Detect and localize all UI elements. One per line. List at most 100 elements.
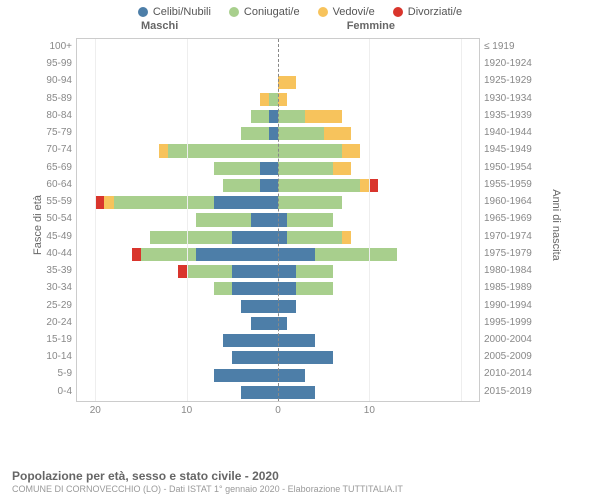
- legend-item: Vedovi/e: [318, 6, 375, 18]
- bar-segment: [269, 127, 278, 140]
- legend-item: Celibi/Nubili: [138, 6, 211, 18]
- bar-male: [77, 213, 278, 226]
- birth-year-label: 1945-1949: [479, 144, 532, 155]
- bar-segment: [287, 231, 342, 244]
- bar-female: [278, 351, 479, 364]
- bar-segment: [369, 179, 378, 192]
- bar-segment: [223, 334, 278, 347]
- bar-male: [77, 196, 278, 209]
- bar-segment: [241, 300, 278, 313]
- bar-segment: [241, 127, 268, 140]
- age-label: 20-24: [46, 317, 77, 328]
- birth-year-label: 2005-2009: [479, 351, 532, 362]
- age-label: 25-29: [46, 300, 77, 311]
- bar-female: [278, 248, 479, 261]
- bar-female: [278, 213, 479, 226]
- bar-male: [77, 386, 278, 399]
- bar-segment: [168, 144, 278, 157]
- birth-year-label: 1970-1974: [479, 231, 532, 242]
- grid-line: [187, 39, 188, 401]
- bar-male: [77, 369, 278, 382]
- bar-segment: [178, 265, 187, 278]
- age-label: 55-59: [46, 196, 77, 207]
- bar-segment: [278, 351, 333, 364]
- legend-item: Coniugati/e: [229, 6, 300, 18]
- population-pyramid: Maschi Femmine Fasce di età Anni di nasc…: [46, 20, 540, 430]
- bar-male: [77, 300, 278, 313]
- bar-male: [77, 110, 278, 123]
- bar-segment: [241, 386, 278, 399]
- bar-female: [278, 282, 479, 295]
- age-label: 5-9: [58, 368, 77, 379]
- grid-line: [369, 39, 370, 401]
- bar-segment: [278, 196, 342, 209]
- age-label: 75-79: [46, 127, 77, 138]
- age-label: 10-14: [46, 351, 77, 362]
- bar-segment: [214, 282, 232, 295]
- bar-segment: [278, 127, 324, 140]
- birth-year-label: 1995-1999: [479, 317, 532, 328]
- legend-label: Vedovi/e: [333, 6, 375, 18]
- x-axis: 2010010: [77, 405, 479, 419]
- bar-segment: [278, 213, 287, 226]
- legend-label: Divorziati/e: [408, 6, 462, 18]
- bar-segment: [132, 248, 141, 261]
- birth-year-label: 2015-2019: [479, 386, 532, 397]
- bar-segment: [287, 213, 333, 226]
- bar-segment: [278, 265, 296, 278]
- chart-subtitle: COMUNE DI CORNOVECCHIO (LO) - Dati ISTAT…: [12, 484, 403, 494]
- bar-segment: [114, 196, 215, 209]
- birth-year-label: 1935-1939: [479, 110, 532, 121]
- bar-female: [278, 144, 479, 157]
- bar-segment: [232, 231, 278, 244]
- bar-segment: [296, 265, 333, 278]
- age-label: 70-74: [46, 144, 77, 155]
- bar-segment: [214, 196, 278, 209]
- birth-year-label: 1980-1984: [479, 265, 532, 276]
- bar-segment: [278, 248, 315, 261]
- birth-year-label: 2000-2004: [479, 334, 532, 345]
- bar-female: [278, 179, 479, 192]
- bar-segment: [296, 282, 333, 295]
- bar-segment: [342, 231, 351, 244]
- bar-segment: [278, 179, 360, 192]
- legend: Celibi/Nubili Coniugati/e Vedovi/e Divorzia…: [0, 0, 600, 20]
- bar-female: [278, 317, 479, 330]
- column-label-female: Femmine: [347, 20, 395, 32]
- birth-year-label: 1925-1929: [479, 75, 532, 86]
- bar-segment: [305, 110, 342, 123]
- bar-female: [278, 93, 479, 106]
- birth-year-label: 1955-1959: [479, 179, 532, 190]
- age-label: 65-69: [46, 162, 77, 173]
- chart-footer: Popolazione per età, sesso e stato civil…: [12, 469, 403, 494]
- bar-segment: [324, 127, 351, 140]
- y-axis-label-age: Fasce di età: [32, 195, 44, 255]
- bar-segment: [150, 231, 232, 244]
- birth-year-label: 1985-1989: [479, 282, 532, 293]
- bar-segment: [95, 196, 104, 209]
- bar-segment: [278, 162, 333, 175]
- bar-segment: [278, 334, 315, 347]
- age-label: 85-89: [46, 93, 77, 104]
- birth-year-label: 1920-1924: [479, 58, 532, 69]
- x-tick: 10: [364, 405, 375, 416]
- bar-male: [77, 265, 278, 278]
- bar-female: [278, 265, 479, 278]
- bar-segment: [260, 162, 278, 175]
- bar-segment: [196, 248, 278, 261]
- birth-year-label: ≤ 1919: [479, 41, 515, 52]
- legend-swatch: [229, 7, 239, 17]
- bar-male: [77, 248, 278, 261]
- age-label: 15-19: [46, 334, 77, 345]
- bar-female: [278, 386, 479, 399]
- bar-male: [77, 351, 278, 364]
- birth-year-label: 2010-2014: [479, 368, 532, 379]
- bar-segment: [278, 76, 296, 89]
- age-label: 90-94: [46, 75, 77, 86]
- zero-line: [278, 39, 279, 401]
- bar-male: [77, 162, 278, 175]
- legend-item: Divorziati/e: [393, 6, 462, 18]
- legend-label: Coniugati/e: [244, 6, 300, 18]
- birth-year-label: 1960-1964: [479, 196, 532, 207]
- bar-male: [77, 41, 278, 54]
